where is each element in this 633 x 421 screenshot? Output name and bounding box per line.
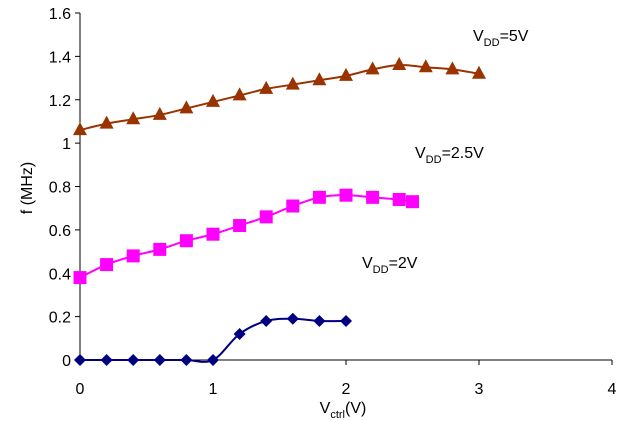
data-point-vdd-5v [445, 61, 460, 75]
data-point-vdd-5v [365, 61, 380, 75]
data-point-vdd-2-5v [259, 210, 273, 224]
y-tick-label: 0.2 [49, 310, 71, 327]
data-point-vdd-2-5v [126, 249, 140, 263]
data-point-vdd-5v [232, 87, 247, 101]
data-point-vdd-5v [126, 111, 141, 125]
data-point-vdd-5v [418, 59, 433, 73]
x-tick-label: 0 [76, 381, 85, 398]
y-tick-label: 1.6 [49, 6, 71, 23]
series-line-vdd-5v [79, 64, 480, 132]
data-point-vdd-5v [179, 100, 194, 114]
data-point-vdd-2v [207, 354, 219, 366]
data-point-vdd-2-5v [392, 193, 406, 207]
data-point-vdd-5v [312, 72, 327, 86]
data-point-vdd-2v [74, 354, 86, 366]
data-point-vdd-5v [259, 80, 274, 94]
x-tick-label: 2 [342, 381, 351, 398]
data-point-vdd-5v [152, 106, 167, 120]
data-point-vdd-5v [73, 122, 87, 136]
data-point-vdd-5v [99, 115, 114, 129]
data-point-vdd-2-5v [312, 190, 326, 204]
data-point-vdd-2v [260, 314, 273, 327]
data-point-vdd-2v [233, 327, 246, 340]
data-point-vdd-2-5v [339, 188, 353, 202]
data-point-vdd-2-5v [286, 199, 300, 213]
y-tick-label: 0.8 [49, 180, 71, 197]
data-point-vdd-2v [153, 354, 166, 366]
data-point-vdd-2-5v [233, 219, 247, 233]
data-point-vdd-2-5v [406, 195, 419, 209]
y-tick-label: 1 [62, 136, 71, 153]
data-point-vdd-2v [180, 354, 193, 366]
data-point-vdd-2v [340, 314, 352, 327]
data-point-vdd-2-5v [153, 242, 167, 256]
data-point-vdd-5v [339, 67, 353, 81]
data-point-vdd-2v [313, 314, 326, 327]
x-axis-title: Vctrl(V) [320, 400, 367, 421]
plot-area: 0 0.2 0.4 0.6 0.8 1 1.2 1.4 1.6 0 1 2 3 4 [49, 6, 617, 398]
data-point-vdd-2v [286, 312, 299, 325]
x-tick-label: 3 [475, 381, 484, 398]
data-point-vdd-2v [100, 354, 113, 366]
data-point-vdd-5v [392, 57, 407, 71]
y-tick-label: 0.6 [49, 223, 71, 240]
series-label-vdd-5v: VDD=5V [473, 28, 529, 49]
data-point-vdd-2-5v [206, 227, 220, 241]
x-axis-title-sub: ctrl [330, 409, 345, 421]
y-tick-label: 0.4 [49, 266, 71, 283]
data-point-vdd-5v [472, 65, 486, 79]
series-label-vdd-2-5v: VDD=2.5V [415, 145, 484, 166]
data-point-vdd-2-5v [366, 190, 380, 204]
x-axis-title-main: V [320, 400, 331, 417]
y-tick-label: 1.4 [49, 49, 71, 66]
y-tick-label: 0 [62, 353, 71, 370]
x-tick-label: 1 [209, 381, 218, 398]
data-point-vdd-5v [206, 93, 220, 107]
x-tick-label: 4 [608, 381, 617, 398]
series-label-vdd-2v: VDD=2V [362, 255, 418, 276]
data-point-vdd-2-5v [73, 271, 87, 285]
data-point-vdd-5v [285, 76, 300, 90]
x-axis-title-rest: (V) [345, 400, 366, 417]
data-point-vdd-2-5v [179, 234, 193, 248]
data-point-vdd-2v [127, 354, 140, 366]
y-tick-label: 1.2 [49, 93, 71, 110]
y-axis-title: f (MHz) [19, 162, 36, 214]
data-point-vdd-2-5v [100, 258, 114, 272]
